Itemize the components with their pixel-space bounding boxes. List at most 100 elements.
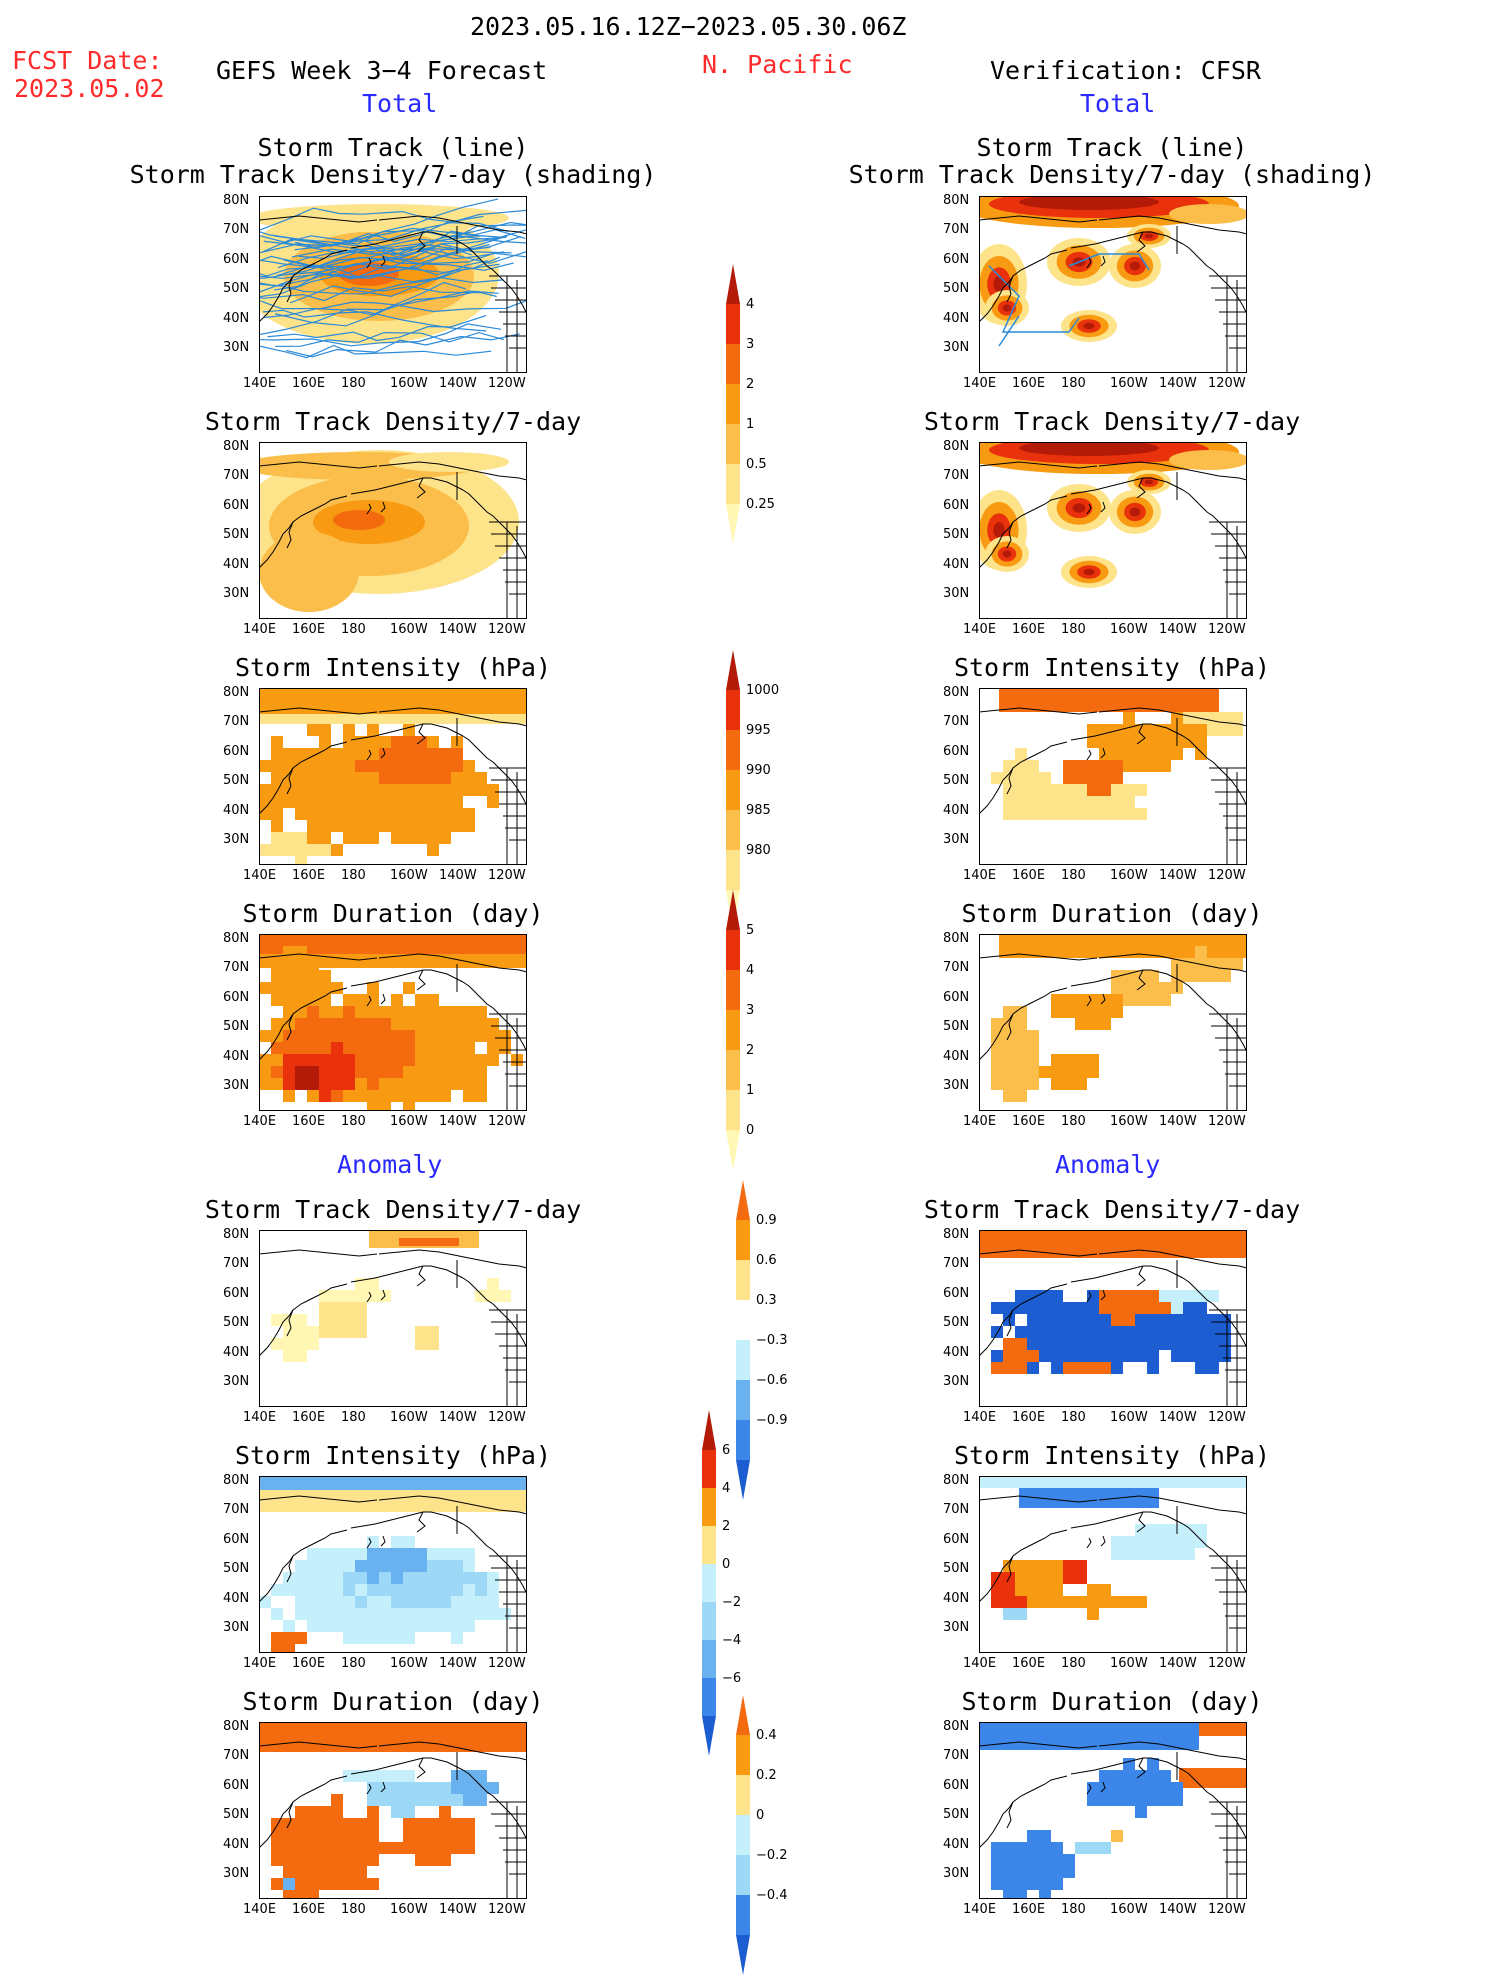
- panel-title: Storm Intensity (hPa): [113, 654, 673, 681]
- grid-cell: [271, 1584, 283, 1596]
- colorbar-label: 990: [746, 763, 771, 778]
- grid-cell: [1039, 1326, 1051, 1338]
- grid-cell: [427, 1006, 439, 1018]
- grid-cell: [1123, 796, 1135, 808]
- shading-contour: [1002, 304, 1012, 312]
- grid-cell: [343, 1290, 355, 1302]
- grid-cell: [1099, 1350, 1111, 1362]
- grid-cell: [367, 760, 379, 772]
- grid-cell: [451, 748, 463, 760]
- grid-cell: [1111, 736, 1123, 748]
- grid-cell: [1171, 1536, 1183, 1548]
- grid-cell: [1027, 796, 1039, 808]
- grid-cell: [331, 1302, 343, 1314]
- grid-cell: [451, 784, 463, 796]
- coastline: [1070, 969, 1184, 987]
- grid-cell: [1027, 784, 1039, 796]
- grid-cell: [379, 1090, 391, 1102]
- grid-cell: [319, 844, 331, 856]
- x-tick-label: 180: [1061, 868, 1086, 883]
- grid-cell: [1087, 1006, 1099, 1018]
- grid-cell: [259, 844, 271, 856]
- coastline: [1182, 981, 1247, 1053]
- x-tick-label: 180: [341, 1656, 366, 1671]
- grid-cell: [319, 796, 331, 808]
- intensity-band: [259, 714, 527, 724]
- y-tick-label: 40N: [223, 1344, 250, 1360]
- grid-cell: [1015, 760, 1027, 772]
- x-tick-label: 140E: [963, 1410, 997, 1425]
- grid-cell: [1075, 1314, 1087, 1326]
- grid-cell: [295, 1842, 307, 1854]
- grid-cell: [1099, 1794, 1111, 1806]
- grid-cell: [1039, 1560, 1051, 1572]
- grid-cell: [1075, 1596, 1087, 1608]
- grid-cell: [1087, 1338, 1099, 1350]
- colorbar-segment: [726, 690, 740, 730]
- y-tick-label: 30N: [223, 586, 250, 601]
- grid-cell: [1099, 772, 1111, 784]
- coastline: [416, 1265, 426, 1287]
- grid-cell: [343, 1006, 355, 1018]
- coastline: [286, 1309, 294, 1337]
- coastline: [1086, 1289, 1106, 1303]
- grid-cell: [307, 1326, 319, 1338]
- colorbar-segment: [702, 1488, 716, 1526]
- x-tick-label: 160W: [390, 1410, 428, 1425]
- grid-cell: [1003, 1362, 1015, 1374]
- grid-cell: [295, 760, 307, 772]
- grid-cell: [1123, 1794, 1135, 1806]
- grid-cell: [1135, 1326, 1147, 1338]
- coastline: [1226, 1014, 1238, 1111]
- grid-cell: [1195, 946, 1207, 958]
- grid-cell: [403, 1608, 415, 1620]
- grid-cell: [331, 1314, 343, 1326]
- grid-cell: [1027, 1596, 1039, 1608]
- grid-cell: [1015, 1854, 1027, 1866]
- grid-cell: [1195, 724, 1207, 736]
- map-frame: [979, 688, 1247, 865]
- panel-title-line: Storm Track Density/7-day: [923, 407, 1301, 436]
- x-tick-label: 160E: [292, 622, 326, 637]
- x-tick-label: 180: [341, 1902, 366, 1917]
- grid-cell: [1099, 1302, 1111, 1314]
- grid-cell: [439, 772, 451, 784]
- coastline: [979, 1283, 1068, 1357]
- coastline: [378, 953, 527, 973]
- grid-cell: [343, 1572, 355, 1584]
- grid-cell: [331, 760, 343, 772]
- grid-cell: [1159, 1794, 1171, 1806]
- grid-cell: [463, 1794, 475, 1806]
- grid-cell: [1039, 1830, 1051, 1842]
- y-tick-label: 60N: [943, 1285, 970, 1301]
- grid-cell: [379, 1560, 391, 1572]
- grid-cell: [1231, 958, 1243, 970]
- colorbar-label: 0: [746, 1123, 754, 1138]
- y-tick-label: 40N: [223, 556, 250, 572]
- grid-cell: [1159, 724, 1171, 736]
- grid-cell: [379, 1018, 391, 1030]
- grid-cell: [415, 820, 427, 832]
- grid-cell: [463, 1042, 475, 1054]
- y-tick-label: 60N: [943, 497, 970, 513]
- grid-cell: [1159, 1536, 1171, 1548]
- grid-cell: [1135, 1548, 1147, 1560]
- grid-cell: [1231, 712, 1243, 724]
- grid-cell: [391, 1030, 403, 1042]
- grid-cell: [1015, 1890, 1027, 1899]
- shading-contour: [1129, 507, 1141, 517]
- x-tick-label: 160E: [1012, 1902, 1046, 1917]
- coastline: [1211, 1321, 1247, 1383]
- grid-cell: [1111, 1362, 1123, 1374]
- storm-track-line: [259, 250, 505, 269]
- grid-cell: [367, 1584, 379, 1596]
- grid-cell: [463, 772, 475, 784]
- coastline: [366, 747, 386, 761]
- coastline: [979, 1775, 1068, 1849]
- grid-cell: [295, 1830, 307, 1842]
- panel-title-line: Storm Duration (day): [961, 899, 1263, 928]
- y-tick-label: 30N: [943, 1620, 970, 1635]
- colorbar-label: −2: [722, 1595, 741, 1610]
- y-tick-label: 60N: [943, 989, 970, 1005]
- grid-cell: [439, 748, 451, 760]
